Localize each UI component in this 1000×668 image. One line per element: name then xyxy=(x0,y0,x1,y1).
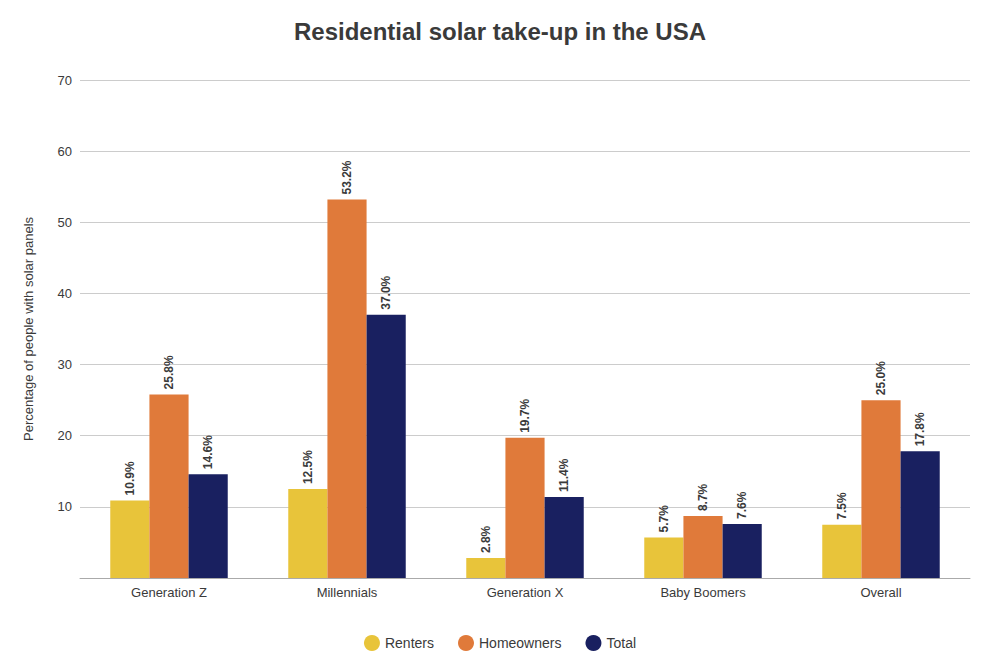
svg-text:14.6%: 14.6% xyxy=(201,435,215,469)
svg-text:Generation X: Generation X xyxy=(487,585,564,600)
svg-text:7.6%: 7.6% xyxy=(735,491,749,519)
svg-text:5.7%: 5.7% xyxy=(657,505,671,533)
svg-text:Renters: Renters xyxy=(385,635,434,651)
svg-text:Overall: Overall xyxy=(860,585,901,600)
svg-text:2.8%: 2.8% xyxy=(479,525,493,553)
svg-text:53.2%: 53.2% xyxy=(340,160,354,194)
svg-text:10.9%: 10.9% xyxy=(123,461,137,495)
svg-text:50: 50 xyxy=(58,215,72,230)
svg-text:7.5%: 7.5% xyxy=(835,492,849,520)
svg-text:40: 40 xyxy=(58,286,72,301)
svg-text:37.0%: 37.0% xyxy=(379,275,393,309)
svg-text:8.7%: 8.7% xyxy=(696,483,710,511)
svg-text:Residential solar take-up in t: Residential solar take-up in the USA xyxy=(294,18,706,45)
svg-text:60: 60 xyxy=(58,144,72,159)
svg-text:Baby Boomers: Baby Boomers xyxy=(660,585,746,600)
svg-text:11.4%: 11.4% xyxy=(557,458,571,492)
svg-text:25.8%: 25.8% xyxy=(162,355,176,389)
svg-text:10: 10 xyxy=(58,499,72,514)
svg-text:Total: Total xyxy=(606,635,636,651)
svg-text:20: 20 xyxy=(58,428,72,443)
svg-text:Percentage of people with sola: Percentage of people with solar panels xyxy=(21,216,36,441)
svg-text:Generation Z: Generation Z xyxy=(131,585,207,600)
svg-text:17.8%: 17.8% xyxy=(913,412,927,446)
svg-text:Millennials: Millennials xyxy=(317,585,378,600)
svg-text:70: 70 xyxy=(58,73,72,88)
svg-text:12.5%: 12.5% xyxy=(301,450,315,484)
svg-text:25.0%: 25.0% xyxy=(874,361,888,395)
svg-text:19.7%: 19.7% xyxy=(518,398,532,432)
svg-text:Homeowners: Homeowners xyxy=(479,635,561,651)
svg-text:30: 30 xyxy=(58,357,72,372)
